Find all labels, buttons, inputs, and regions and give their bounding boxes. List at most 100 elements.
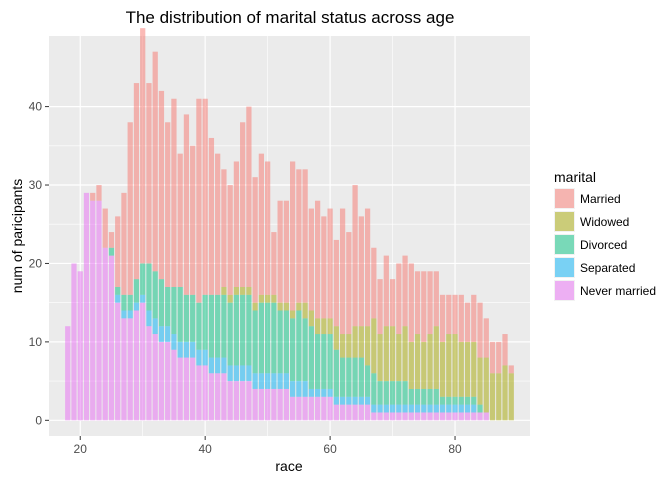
bar-segment-never-married	[364, 404, 371, 421]
bar-segment-married	[439, 294, 446, 342]
bar-segment-separated	[358, 396, 364, 405]
bar-segment-separated	[290, 381, 296, 397]
bar-segment-never-married	[339, 404, 346, 421]
legend-key-swatch	[555, 212, 574, 231]
bar-segment-separated	[302, 381, 308, 397]
bar-segment-never-married	[146, 326, 152, 421]
bar-segment-separated	[115, 294, 121, 303]
bar-segment-married	[202, 98, 208, 295]
bar-segment-never-married	[121, 318, 127, 421]
bar-segment-widowed	[452, 334, 458, 397]
bar-segment-never-married	[421, 412, 427, 421]
bar-segment-never-married	[252, 388, 258, 421]
bar-segment-widowed	[433, 326, 439, 389]
bar-segment-married	[321, 216, 327, 319]
bar-segment-separated	[171, 334, 177, 350]
bar-segment-married	[333, 239, 339, 327]
legend-label: Divorced	[580, 238, 627, 252]
bar-segment-separated	[371, 404, 377, 413]
bar-segment-widowed	[489, 373, 496, 421]
bar-segment-widowed	[346, 334, 352, 358]
y-axis-ticks: 0 10 20 30 40	[29, 100, 49, 427]
bar-segment-separated	[389, 404, 396, 413]
bar-segment-divorced	[314, 334, 321, 389]
bar-segment-widowed	[471, 341, 477, 397]
bar-segment-never-married	[446, 412, 452, 421]
bar-segment-married	[358, 216, 364, 327]
bar-segment-never-married	[190, 357, 196, 421]
bar-segment-married	[364, 208, 371, 327]
bar-segment-never-married	[115, 302, 121, 421]
bar-segment-divorced	[371, 373, 377, 405]
bar-segment-never-married	[233, 381, 240, 421]
bar-segment-separated	[458, 404, 464, 413]
bar-segment-married	[290, 161, 296, 311]
bar-segment-widowed	[240, 286, 246, 295]
bar-segment-widowed	[221, 286, 227, 295]
bar-segment-widowed	[246, 286, 252, 295]
bar-segment-married	[458, 294, 464, 342]
bar-segment-separated	[183, 341, 190, 358]
bar-segment-never-married	[346, 404, 352, 421]
bar-segment-married	[296, 169, 302, 303]
bar-segment-never-married	[90, 200, 96, 421]
bar-segment-separated	[433, 404, 439, 413]
bar-segment-separated	[377, 404, 383, 413]
bar-segment-never-married	[196, 365, 202, 421]
bar-segment-never-married	[65, 326, 71, 421]
bar-segment-widowed	[408, 341, 414, 389]
bar-segment-separated	[427, 404, 433, 413]
legend-label: Separated	[580, 261, 635, 275]
bar-segment-widowed	[333, 326, 339, 350]
bar-segment-divorced	[290, 318, 296, 382]
bar-segment-separated	[190, 341, 196, 358]
bar-segment-divorced	[464, 396, 471, 405]
bar-segment-separated	[258, 373, 265, 389]
bar-segment-separated	[396, 404, 402, 413]
bar-segment-separated	[308, 388, 314, 397]
bar-segment-widowed	[364, 326, 371, 366]
bar-segment-married	[252, 177, 258, 303]
bar-segment-separated	[352, 396, 358, 405]
bar-segment-separated	[165, 326, 171, 342]
bar-segment-widowed	[321, 318, 327, 335]
bar-segment-married	[346, 232, 352, 335]
bar-segment-separated	[221, 357, 227, 374]
legend-key-swatch	[555, 281, 574, 300]
bar-segment-never-married	[246, 381, 252, 421]
legend-label: Widowed	[580, 215, 629, 229]
bar-segment-separated	[364, 396, 371, 405]
bar-segment-never-married	[321, 396, 327, 421]
bar-segment-divorced	[408, 388, 414, 405]
legend-key-swatch	[555, 258, 574, 277]
bar-segment-separated	[246, 365, 252, 382]
bar-segment-never-married	[202, 365, 208, 421]
bar-segment-widowed	[271, 294, 277, 303]
bar-segment-widowed	[277, 302, 283, 311]
bar-segment-never-married	[290, 396, 296, 421]
bar-segment-divorced	[346, 357, 352, 397]
bar-segment-divorced	[296, 310, 302, 382]
bar-segment-married	[133, 83, 140, 280]
bar-segment-never-married	[296, 396, 302, 421]
bar-segment-married	[246, 106, 252, 287]
bar-segment-divorced	[190, 294, 196, 342]
bar-segment-married	[464, 302, 471, 342]
bar-segment-separated	[265, 373, 271, 389]
x-axis-title: race	[275, 458, 302, 474]
bar-segment-divorced	[115, 286, 121, 295]
bar-segment-divorced	[121, 294, 127, 311]
bar-segment-married	[165, 122, 171, 287]
bar-segment-divorced	[227, 302, 233, 366]
bar-segment-divorced	[383, 381, 389, 405]
bar-segment-separated	[127, 310, 133, 319]
bar-segment-married	[452, 294, 458, 335]
x-tick-label: 40	[198, 442, 212, 456]
bar-segment-separated	[402, 404, 408, 413]
bar-segment-married	[196, 98, 202, 303]
bar-segment-married	[396, 263, 402, 335]
bar-segment-married	[302, 169, 308, 303]
bar-segment-divorced	[252, 310, 258, 374]
bar-segment-separated	[121, 310, 127, 319]
bar-segment-separated	[327, 388, 333, 397]
